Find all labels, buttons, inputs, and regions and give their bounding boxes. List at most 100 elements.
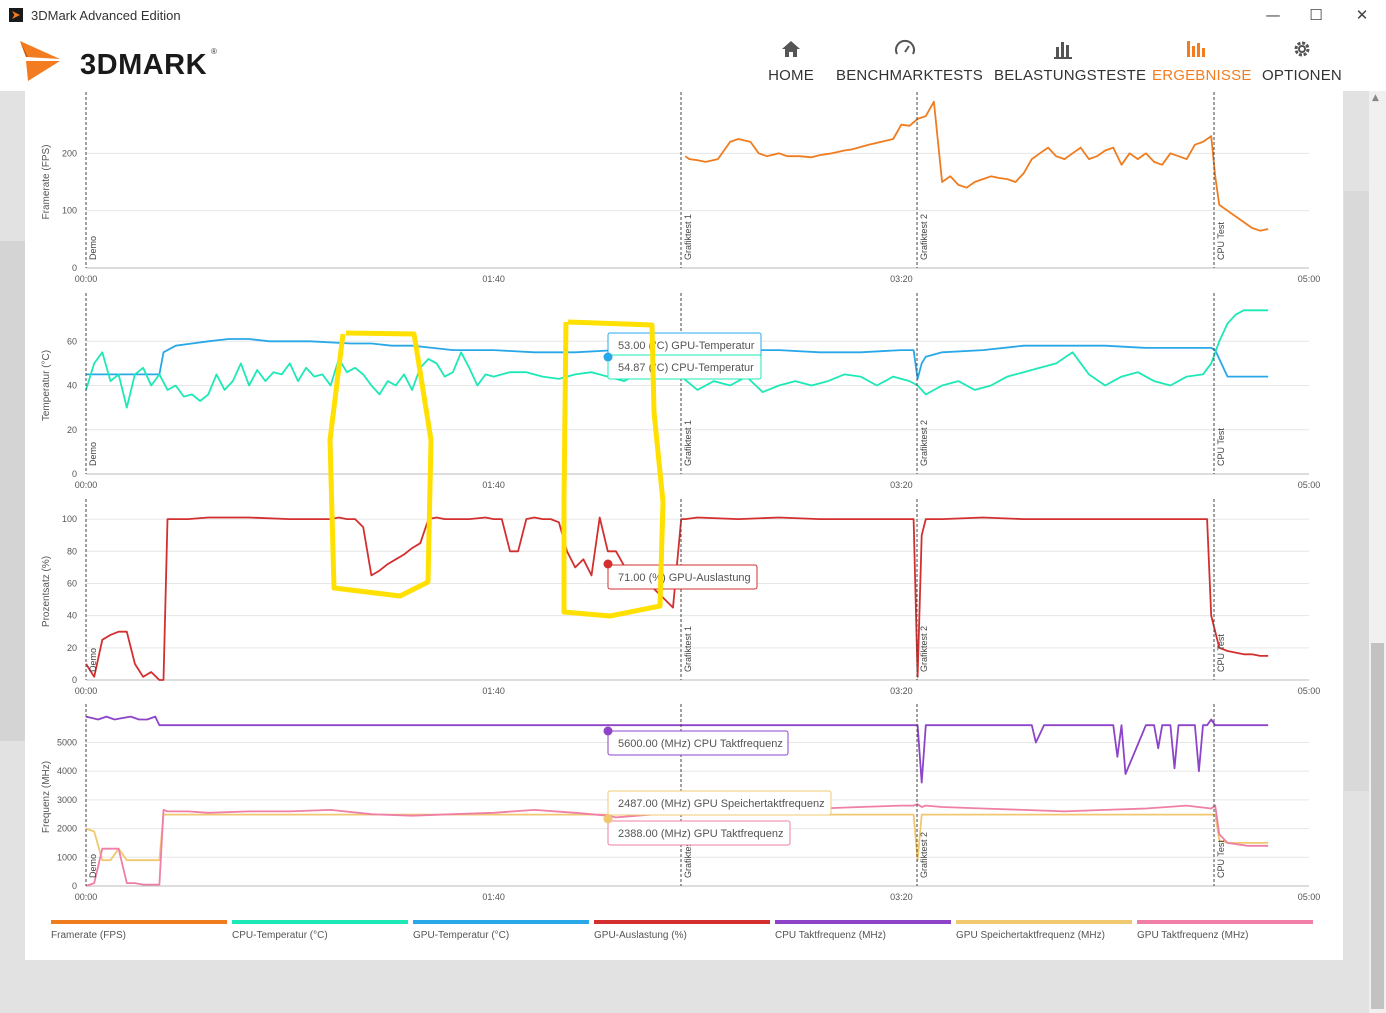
legend-item[interactable]: GPU Taktfrequenz (MHz): [1137, 920, 1313, 941]
section-marker-label: CPU Test: [1216, 222, 1226, 260]
tooltip-text: 71.00 (%) GPU-Auslastung: [618, 572, 751, 584]
logo-text: 3DMARK: [80, 49, 208, 81]
legend-swatch: [1137, 920, 1313, 924]
series-line-gpu_clock: [85, 803, 1269, 887]
nav-benchmarktests[interactable]: BENCHMARKTESTS: [836, 37, 983, 89]
nav-home-label: HOME: [768, 67, 814, 84]
x-tick-label: 00:00: [75, 480, 98, 490]
section-marker-label: CPU Test: [1216, 428, 1226, 466]
y-axis-label: Frequenz (MHz): [41, 761, 52, 833]
logo-mark-icon: [20, 41, 60, 81]
data-tooltip: 54.87 (°C) CPU-Temperatur: [607, 354, 762, 380]
nav-belastungsteste-label: BELASTUNGSTESTE: [994, 67, 1147, 84]
data-tooltip: 5600.00 (MHz) CPU Taktfrequenz: [607, 730, 789, 756]
results-icon: [1187, 41, 1205, 57]
minimize-button[interactable]: —: [1265, 6, 1281, 24]
section-marker-label: Grafiktest 2: [919, 832, 929, 878]
y-tick-label: 80: [67, 546, 77, 556]
section-marker-label: Grafiktest 1: [683, 626, 693, 672]
y-tick-label: 100: [62, 514, 77, 524]
nav-optionen-label: OPTIONEN: [1262, 67, 1342, 84]
legend-item[interactable]: GPU-Temperatur (°C): [413, 920, 589, 941]
series-line-cpu_clock: [85, 715, 1269, 784]
y-tick-label: 0: [72, 263, 77, 273]
section-marker-label: Grafiktest 1: [683, 214, 693, 260]
y-axis-label: Prozentsatz (%): [41, 556, 52, 627]
section-marker-label: Grafiktest 2: [919, 420, 929, 466]
nav-ergebnisse[interactable]: ERGEBNISSE: [1152, 37, 1252, 89]
section-marker-label: Demo: [88, 236, 98, 260]
x-tick-label: 03:20: [890, 480, 913, 490]
chart-1: 0 100 200 00:00 01:40 03:20 05:00 Framerate (FP…: [41, 92, 1320, 284]
y-tick-label: 20: [67, 643, 77, 653]
tooltip-text: 2487.00 (MHz) GPU Speichertaktfrequenz: [618, 798, 825, 810]
maximize-button[interactable]: ☐: [1309, 6, 1323, 24]
section-marker-label: Demo: [88, 854, 98, 878]
x-tick-label: 01:40: [482, 686, 505, 696]
y-tick-label: 3000: [57, 795, 77, 805]
legend-label: CPU Taktfrequenz (MHz): [775, 930, 886, 941]
y-tick-label: 40: [67, 611, 77, 621]
y-tick-label: 100: [62, 206, 77, 216]
tooltip-text: 53.00 (°C) GPU-Temperatur: [618, 340, 755, 352]
logo[interactable]: 3DMARK ®: [18, 37, 228, 85]
legend-swatch: [413, 920, 589, 924]
legend-item[interactable]: GPU Speichertaktfrequenz (MHz): [956, 920, 1132, 941]
tooltip-box: [607, 790, 832, 816]
tooltip-text: 54.87 (°C) CPU-Temperatur: [618, 362, 754, 374]
bar-chart-icon: [1054, 42, 1072, 59]
chart-2: 0 20 40 60 00:00 01:40 03:20 05:00 Temperatur (°…: [41, 293, 1320, 490]
x-tick-label: 01:40: [482, 480, 505, 490]
hover-point: [603, 726, 613, 736]
nav-benchmarktests-label: BENCHMARKTESTS: [836, 67, 983, 84]
app-icon: [9, 8, 23, 22]
y-tick-label: 40: [67, 381, 77, 391]
legend-label: GPU Speichertaktfrequenz (MHz): [956, 930, 1105, 941]
nav-belastungsteste[interactable]: BELASTUNGSTESTE: [994, 37, 1147, 89]
data-tooltip: 2487.00 (MHz) GPU Speichertaktfrequenz: [607, 790, 832, 816]
y-axis-label: Temperatur (°C): [41, 350, 52, 421]
y-tick-label: 0: [72, 881, 77, 891]
legend-swatch: [51, 920, 227, 924]
legend-item[interactable]: Framerate (FPS): [51, 920, 227, 941]
legend-item[interactable]: CPU Taktfrequenz (MHz): [775, 920, 951, 941]
section-marker-label: Grafiktest 1: [683, 420, 693, 466]
x-tick-label: 00:00: [75, 274, 98, 284]
legend-label: GPU-Temperatur (°C): [413, 930, 510, 941]
gauge-icon: [895, 39, 915, 55]
tooltip-text: 2388.00 (MHz) GPU Taktfrequenz: [618, 828, 783, 840]
hover-point: [603, 352, 613, 362]
x-tick-label: 05:00: [1298, 686, 1321, 696]
legend-swatch: [956, 920, 1132, 924]
tooltip-box: [607, 354, 762, 380]
legend-label: CPU-Temperatur (°C): [232, 930, 328, 941]
nav-optionen[interactable]: OPTIONEN: [1262, 37, 1342, 89]
y-tick-label: 60: [67, 336, 77, 346]
chart-4: 0 1000 2000 3000 4000 5000 00:00 01:40 03:20 05:0…: [41, 704, 1320, 902]
y-tick-label: 4000: [57, 766, 77, 776]
nav-ergebnisse-label: ERGEBNISSE: [1152, 67, 1252, 84]
data-tooltip: 2388.00 (MHz) GPU Taktfrequenz: [607, 820, 791, 846]
tooltip-box: [607, 564, 758, 590]
x-tick-label: 01:40: [482, 274, 505, 284]
highlight-annotation-2: [561, 319, 666, 619]
section-marker-label: Grafiktest 2: [919, 214, 929, 260]
y-tick-label: 200: [62, 148, 77, 158]
x-tick-label: 03:20: [890, 686, 913, 696]
home-icon: [782, 41, 800, 57]
legend-item[interactable]: GPU-Auslastung (%): [594, 920, 770, 941]
close-button[interactable]: ✕: [1355, 6, 1369, 24]
nav-home[interactable]: HOME: [765, 37, 817, 89]
x-tick-label: 00:00: [75, 892, 98, 902]
tooltip-box: [607, 730, 789, 756]
window-title: 3DMark Advanced Edition: [31, 8, 181, 23]
y-tick-label: 0: [72, 675, 77, 685]
tooltip-box: [607, 820, 791, 846]
legend-swatch: [775, 920, 951, 924]
scroll-up-arrow-icon[interactable]: ▲: [1372, 93, 1379, 103]
scrollbar-thumb[interactable]: [1371, 643, 1384, 1009]
legend-item[interactable]: CPU-Temperatur (°C): [232, 920, 408, 941]
highlight-annotation-1: [327, 330, 434, 599]
chart-3: 0 20 40 60 80 100 00:00 01:40 03:20 05:00 Prozents…: [41, 499, 1320, 696]
legend-label: Framerate (FPS): [51, 930, 127, 941]
